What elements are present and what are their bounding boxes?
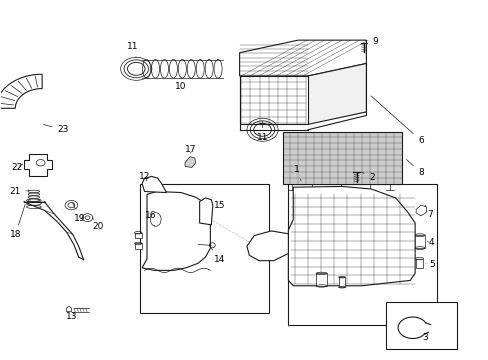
Text: 15: 15 <box>211 200 225 210</box>
Text: 5: 5 <box>425 261 434 270</box>
Polygon shape <box>142 176 166 193</box>
Text: 20: 20 <box>92 218 103 231</box>
Polygon shape <box>0 74 42 108</box>
Text: 9: 9 <box>366 37 377 46</box>
Bar <box>415 258 423 268</box>
Text: 18: 18 <box>10 204 25 239</box>
Text: 23: 23 <box>43 125 69 134</box>
Text: 8: 8 <box>406 159 423 177</box>
Text: 12: 12 <box>139 172 150 181</box>
Polygon shape <box>184 157 195 167</box>
Bar <box>338 277 345 287</box>
Text: 11: 11 <box>126 42 138 57</box>
Text: 22: 22 <box>11 163 22 172</box>
Bar <box>385 302 456 348</box>
Text: 13: 13 <box>65 312 77 321</box>
Bar <box>316 273 326 286</box>
Polygon shape <box>239 40 366 76</box>
Text: 21: 21 <box>10 187 29 196</box>
Polygon shape <box>415 205 426 216</box>
Bar <box>135 243 142 249</box>
Polygon shape <box>66 306 71 312</box>
Polygon shape <box>142 192 210 270</box>
Text: 19: 19 <box>72 203 85 223</box>
Polygon shape <box>199 198 212 225</box>
Bar <box>282 132 401 184</box>
Bar <box>140 184 268 313</box>
Text: 11: 11 <box>256 121 268 142</box>
Polygon shape <box>24 154 52 176</box>
Text: 6: 6 <box>370 96 423 145</box>
Bar <box>414 235 424 248</box>
Text: 7: 7 <box>424 205 432 219</box>
Text: 1: 1 <box>294 165 301 181</box>
Text: 16: 16 <box>145 211 156 226</box>
Bar <box>135 233 142 238</box>
Polygon shape <box>307 63 366 125</box>
Text: 3: 3 <box>421 333 427 342</box>
Bar <box>288 184 436 325</box>
Text: 17: 17 <box>185 145 196 154</box>
Polygon shape <box>239 76 307 125</box>
Text: 10: 10 <box>175 78 186 91</box>
Polygon shape <box>288 186 414 286</box>
Text: 14: 14 <box>211 248 225 264</box>
Polygon shape <box>246 231 288 261</box>
Text: 2: 2 <box>361 172 374 182</box>
Text: 4: 4 <box>427 238 434 247</box>
